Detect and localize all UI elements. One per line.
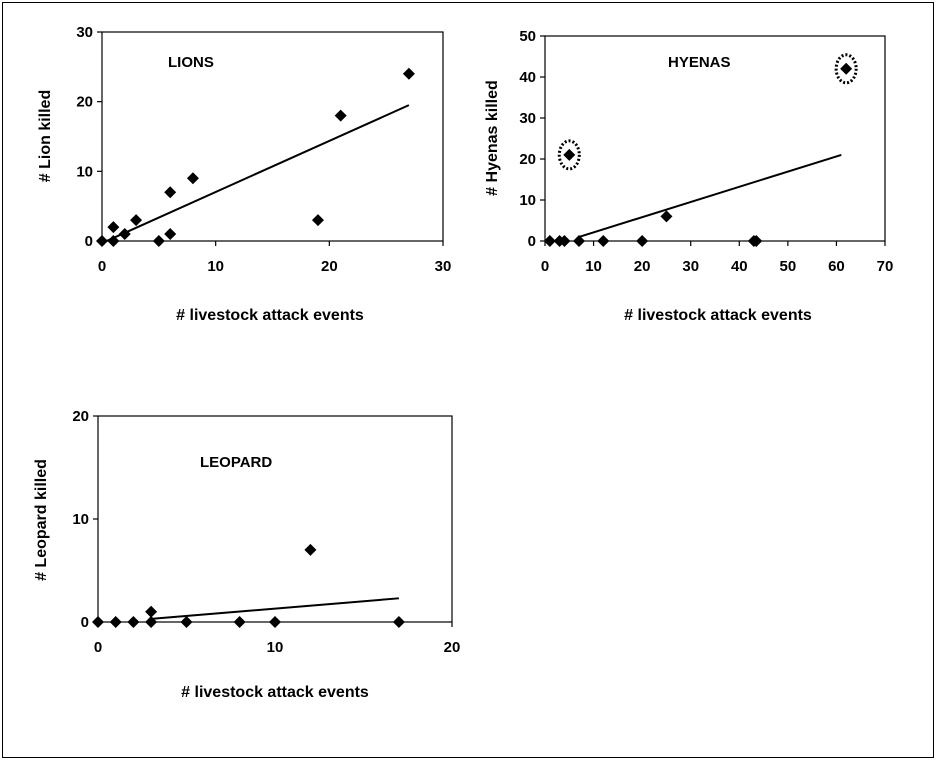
x-tick-label: 60 (828, 258, 845, 275)
plot-area (544, 35, 886, 242)
data-point (597, 235, 610, 247)
data-point (164, 186, 177, 199)
x-tick-label: 20 (634, 258, 651, 275)
panel-title: LIONS (168, 54, 214, 71)
plot-area (101, 31, 444, 242)
data-point (164, 228, 177, 241)
x-tick-label: 30 (682, 258, 699, 275)
panel-title: LEOPARD (200, 454, 272, 471)
data-point (145, 605, 158, 618)
data-point (127, 616, 140, 628)
data-point (558, 235, 571, 247)
y-tick-label: 40 (519, 69, 536, 86)
y-tick-label: 20 (72, 408, 89, 425)
y-tick-label: 20 (76, 94, 93, 111)
y-tick-label: 10 (519, 192, 536, 209)
y-tick-label: 10 (76, 163, 93, 180)
data-point (334, 109, 347, 122)
x-axis-label: # livestock attack events (176, 307, 364, 324)
x-tick-label: 10 (207, 258, 224, 275)
plot-area (97, 415, 453, 623)
x-tick-label: 0 (541, 258, 549, 275)
data-point (180, 616, 193, 628)
x-axis-label: # livestock attack events (624, 307, 812, 324)
data-point (92, 616, 104, 628)
data-point (563, 148, 576, 161)
data-point (311, 214, 324, 227)
y-axis-label: # Lion killed (37, 90, 54, 182)
data-point (96, 235, 108, 247)
x-tick-label: 0 (94, 639, 102, 656)
y-tick-label: 0 (528, 233, 536, 250)
y-tick-label: 20 (519, 151, 536, 168)
y-tick-label: 30 (519, 110, 536, 127)
y-axis-label: # Hyenas killed (484, 80, 501, 196)
x-tick-label: 30 (435, 258, 452, 275)
data-point (130, 214, 143, 227)
trendline (578, 153, 842, 238)
data-point (304, 543, 317, 556)
data-point (186, 172, 199, 185)
data-point (402, 67, 415, 80)
data-point (145, 616, 158, 628)
data-point (107, 235, 120, 247)
data-point (573, 235, 585, 247)
x-tick-label: 10 (585, 258, 602, 275)
y-tick-label: 10 (72, 511, 89, 528)
data-point (636, 235, 649, 247)
y-tick-label: 0 (81, 614, 89, 631)
data-point (107, 221, 120, 234)
data-point (152, 235, 165, 247)
highlight-circle (834, 53, 858, 85)
trendline (101, 104, 410, 245)
panel-leopard: 0 10 20 0 10 20 LEOPARD # livestock attack even… (33, 408, 460, 701)
highlight-circle (557, 139, 581, 171)
x-tick-label: 20 (321, 258, 338, 275)
data-point (750, 235, 763, 247)
y-tick-label: 30 (76, 24, 93, 41)
x-axis-label: # livestock attack events (181, 684, 369, 701)
panel-hyenas: 0 10 20 30 40 50 0 10 20 30 40 50 60 70 HYENAS # livest… (484, 28, 893, 324)
y-tick-label: 50 (519, 28, 536, 45)
x-tick-label: 10 (267, 639, 284, 656)
y-tick-label: 0 (85, 233, 93, 250)
x-tick-label: 50 (780, 258, 797, 275)
y-axis-label: # Leopard killed (33, 459, 50, 581)
panel-title: HYENAS (668, 54, 731, 71)
data-point (118, 228, 131, 241)
data-point (660, 210, 673, 223)
data-point (392, 616, 405, 628)
data-point (269, 616, 281, 628)
trendline (151, 597, 399, 620)
x-tick-label: 70 (877, 258, 894, 275)
data-point (109, 616, 122, 628)
x-tick-label: 0 (98, 258, 106, 275)
x-tick-label: 40 (731, 258, 748, 275)
panel-lions: 0 10 20 30 0 10 20 30 LIONS # livestock attack ev… (37, 24, 451, 324)
data-point (840, 62, 853, 75)
data-point (543, 235, 556, 247)
data-point (233, 616, 246, 628)
x-tick-label: 20 (444, 639, 461, 656)
